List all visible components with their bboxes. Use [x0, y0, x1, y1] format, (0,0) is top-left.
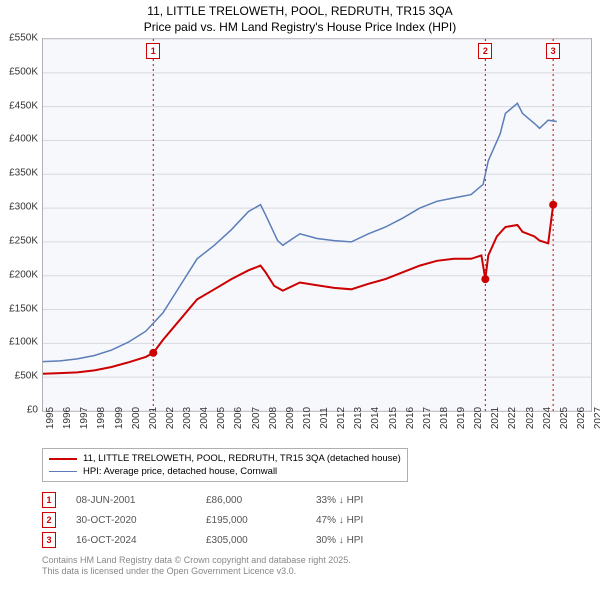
sales-date: 16-OCT-2024 — [76, 535, 186, 546]
x-tick-label: 2013 — [353, 407, 364, 429]
y-tick-label: £150K — [9, 303, 38, 314]
sale-marker-2: 2 — [478, 43, 492, 59]
sale-marker-3: 3 — [546, 43, 560, 59]
x-tick-label: 2016 — [405, 407, 416, 429]
sales-marker-icon: 2 — [42, 512, 56, 528]
sales-price: £195,000 — [206, 515, 296, 526]
x-tick-label: 1996 — [62, 407, 73, 429]
sales-row: 2 30-OCT-2020 £195,000 47% ↓ HPI — [42, 510, 426, 530]
y-tick-label: £450K — [9, 100, 38, 111]
x-tick-label: 2027 — [593, 407, 600, 429]
chart-title: 11, LITTLE TRELOWETH, POOL, REDRUTH, TR1… — [0, 0, 600, 35]
x-tick-label: 2010 — [302, 407, 313, 429]
x-tick-label: 2001 — [148, 407, 159, 429]
sales-row: 1 08-JUN-2001 £86,000 33% ↓ HPI — [42, 490, 426, 510]
x-tick-label: 2025 — [559, 407, 570, 429]
footer-line2: This data is licensed under the Open Gov… — [42, 566, 351, 577]
legend: 11, LITTLE TRELOWETH, POOL, REDRUTH, TR1… — [42, 448, 408, 482]
y-tick-label: £50K — [15, 371, 38, 382]
sales-diff: 30% ↓ HPI — [316, 535, 426, 546]
x-tick-label: 2004 — [199, 407, 210, 429]
y-tick-label: £100K — [9, 337, 38, 348]
x-tick-label: 2003 — [182, 407, 193, 429]
x-tick-label: 2014 — [370, 407, 381, 429]
x-tick-label: 2006 — [233, 407, 244, 429]
legend-swatch-price — [49, 458, 77, 460]
x-tick-label: 2008 — [268, 407, 279, 429]
sales-marker-icon: 1 — [42, 492, 56, 508]
x-tick-label: 2026 — [576, 407, 587, 429]
x-tick-label: 2002 — [165, 407, 176, 429]
title-line1: 11, LITTLE TRELOWETH, POOL, REDRUTH, TR1… — [0, 4, 600, 20]
x-tick-label: 1999 — [114, 407, 125, 429]
sales-price: £305,000 — [206, 535, 296, 546]
sales-date: 30-OCT-2020 — [76, 515, 186, 526]
chart-plot-area: 1 2 3 — [42, 38, 592, 412]
y-tick-label: £250K — [9, 235, 38, 246]
y-tick-label: £350K — [9, 168, 38, 179]
sales-price: £86,000 — [206, 495, 296, 506]
title-line2: Price paid vs. HM Land Registry's House … — [0, 20, 600, 36]
legend-item-hpi: HPI: Average price, detached house, Corn… — [49, 465, 401, 478]
y-tick-label: £300K — [9, 202, 38, 213]
y-tick-label: £500K — [9, 66, 38, 77]
sales-diff: 47% ↓ HPI — [316, 515, 426, 526]
y-tick-label: £400K — [9, 134, 38, 145]
x-tick-label: 2015 — [388, 407, 399, 429]
x-tick-label: 1998 — [96, 407, 107, 429]
chart-svg — [43, 39, 591, 411]
x-tick-label: 2007 — [251, 407, 262, 429]
x-tick-label: 2005 — [216, 407, 227, 429]
x-tick-label: 2021 — [490, 407, 501, 429]
x-tick-label: 1997 — [79, 407, 90, 429]
x-tick-label: 1995 — [45, 407, 56, 429]
y-tick-label: £550K — [9, 33, 38, 44]
legend-item-price: 11, LITTLE TRELOWETH, POOL, REDRUTH, TR1… — [49, 452, 401, 465]
x-tick-label: 2012 — [336, 407, 347, 429]
x-tick-label: 2009 — [285, 407, 296, 429]
x-tick-label: 2011 — [319, 407, 330, 429]
x-tick-label: 2020 — [473, 407, 484, 429]
sales-date: 08-JUN-2001 — [76, 495, 186, 506]
legend-label-price: 11, LITTLE TRELOWETH, POOL, REDRUTH, TR1… — [83, 453, 401, 464]
sales-marker-icon: 3 — [42, 532, 56, 548]
legend-label-hpi: HPI: Average price, detached house, Corn… — [83, 466, 277, 477]
x-tick-label: 2019 — [456, 407, 467, 429]
sales-table: 1 08-JUN-2001 £86,000 33% ↓ HPI 2 30-OCT-2020… — [42, 490, 426, 550]
x-tick-label: 2017 — [422, 407, 433, 429]
y-tick-label: £0 — [27, 405, 38, 416]
sales-diff: 33% ↓ HPI — [316, 495, 426, 506]
x-tick-label: 2022 — [507, 407, 518, 429]
x-tick-label: 2023 — [525, 407, 536, 429]
y-tick-label: £200K — [9, 269, 38, 280]
sale-marker-1: 1 — [146, 43, 160, 59]
legend-swatch-hpi — [49, 471, 77, 472]
sales-row: 3 16-OCT-2024 £305,000 30% ↓ HPI — [42, 530, 426, 550]
footer-attribution: Contains HM Land Registry data © Crown c… — [42, 555, 351, 578]
x-tick-label: 2024 — [542, 407, 553, 429]
footer-line1: Contains HM Land Registry data © Crown c… — [42, 555, 351, 566]
x-tick-label: 2000 — [131, 407, 142, 429]
x-tick-label: 2018 — [439, 407, 450, 429]
